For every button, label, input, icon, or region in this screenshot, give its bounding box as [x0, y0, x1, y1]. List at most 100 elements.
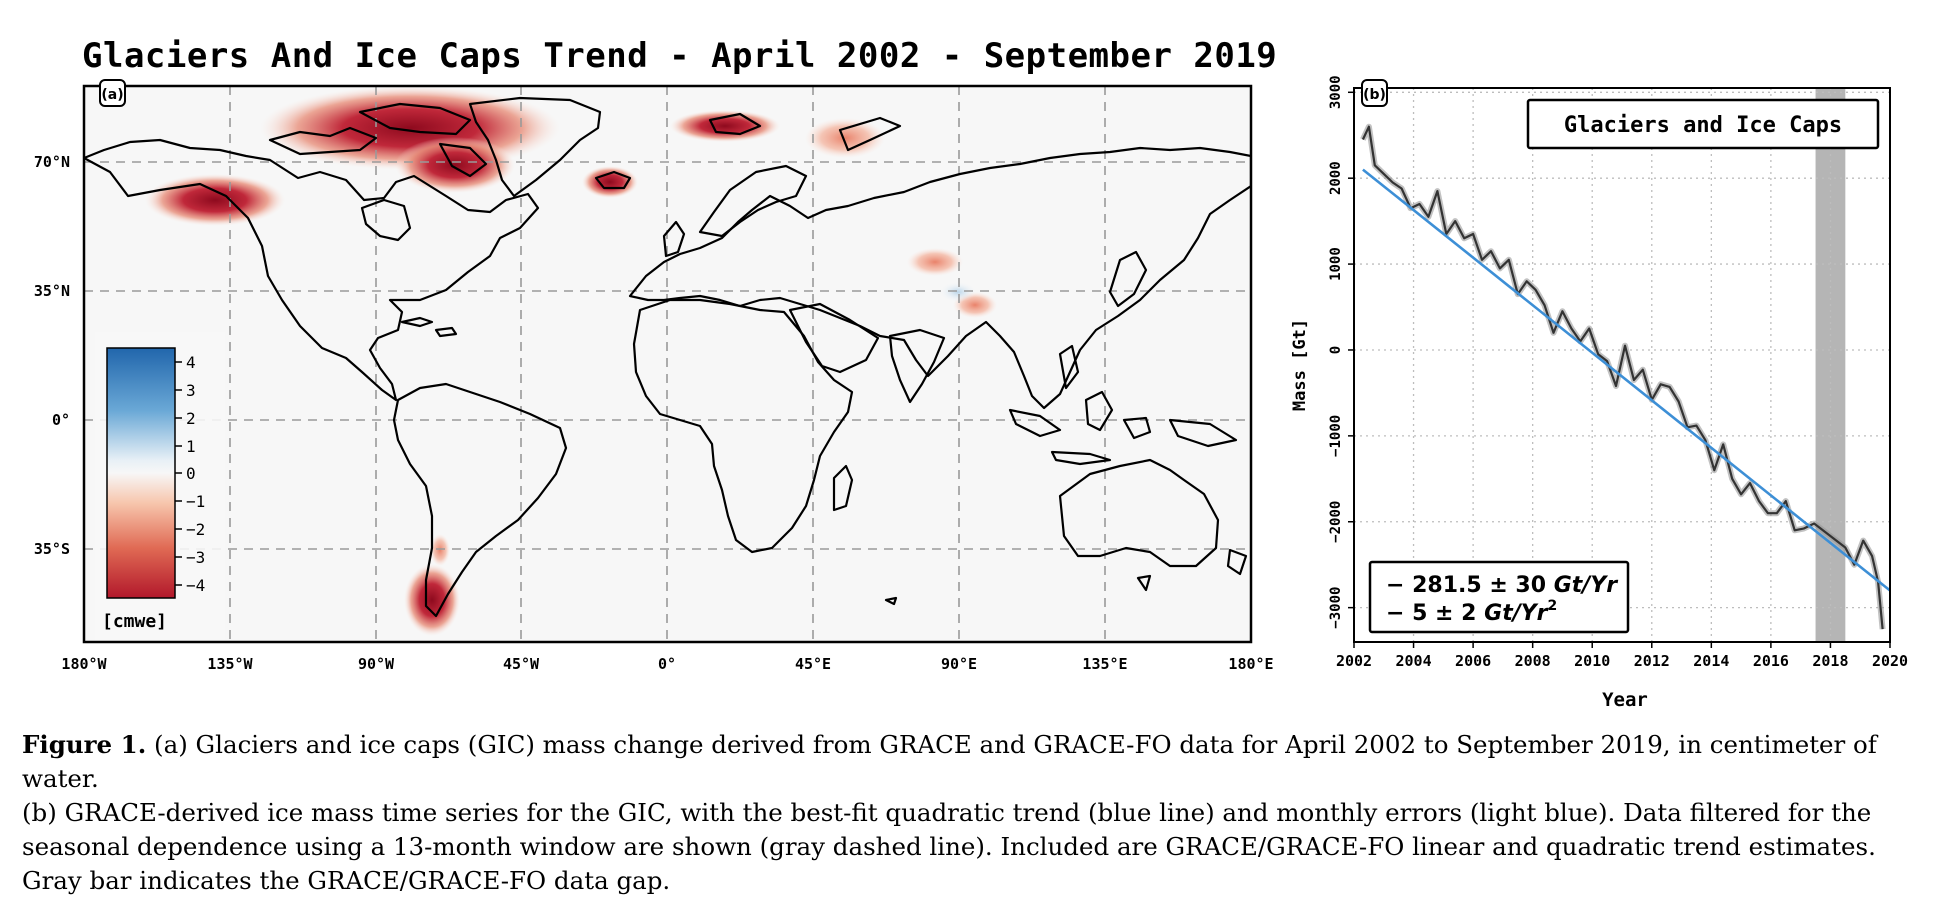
anomaly-field [145, 86, 997, 636]
coastlines [84, 96, 1251, 618]
coast-south-america [392, 382, 568, 618]
lon-label: 45°E [795, 655, 831, 673]
x-tick-label: 2020 [1872, 652, 1908, 670]
lon-labels: 180°W 135°W 90°W 45°W 0° 45°E 90°E 135°E… [61, 655, 1273, 673]
colorbar-tick-labels: 4 3 2 1 0 −1 −2 −3 −4 [186, 353, 205, 595]
lon-label: 135°W [207, 655, 253, 673]
x-axis-label: Year [1602, 689, 1648, 711]
map-title: Glaciers And Ice Caps Trend - April 2002… [82, 36, 1278, 76]
coast-africa [632, 298, 854, 554]
trend-linear-unit: Gt/Yr [1554, 573, 1619, 598]
colorbar-tick-label: 4 [186, 353, 196, 372]
x-tick-label: 2014 [1693, 652, 1729, 670]
coast-eurasia [628, 146, 1251, 410]
x-tick-label: 2008 [1515, 652, 1551, 670]
lat-label: 70°N [34, 153, 70, 171]
lat-label: 35°S [34, 540, 70, 558]
figure-caption: Figure 1. (a) Glaciers and ice caps (GIC… [22, 728, 1922, 898]
map-gridlines [84, 86, 1251, 642]
coast-arabia [788, 302, 880, 374]
colorbar: 4 3 2 1 0 −1 −2 −3 −4 [cmwe] [95, 332, 225, 640]
y-tick-label: 3000 [1328, 75, 1344, 109]
colorbar-tick-label: −4 [186, 576, 205, 595]
colorbar-gradient [106, 347, 176, 599]
lat-labels: 70°N 35°N 0° 35°S [34, 153, 70, 558]
anomaly-central-asia [907, 248, 963, 276]
plot-gridlines [1354, 88, 1890, 642]
trend-linear: − 281.5 ± 30 Gt/Yr [1386, 573, 1618, 598]
colorbar-tick-label: 0 [186, 464, 196, 483]
x-tick-label: 2016 [1753, 652, 1789, 670]
lon-label: 180°W [61, 655, 107, 673]
caption-label: Figure 1. [22, 730, 147, 759]
trend-line [1362, 168, 1891, 592]
colorbar-tick-label: 2 [186, 409, 196, 428]
colorbar-tick-label: −1 [186, 492, 205, 511]
y-tick-label: 0 [1328, 346, 1344, 354]
legend-label: Glaciers and Ice Caps [1564, 113, 1842, 138]
coast-greenland [468, 96, 602, 198]
anomaly-alaska [145, 174, 285, 226]
lon-label: 135°E [1082, 655, 1127, 673]
lon-label: 180°E [1228, 655, 1273, 673]
lon-label: 45°W [503, 655, 540, 673]
colorbar-unit: [cmwe] [102, 611, 167, 632]
legend-box [1526, 98, 1880, 150]
coast-british-isles [662, 220, 686, 258]
x-tick-label: 2004 [1395, 652, 1431, 670]
caption-text-a: (a) Glaciers and ice caps (GIC) mass cha… [22, 730, 1877, 793]
colorbar-tick-label: −2 [186, 520, 205, 539]
panel-b-label: (b) [1363, 87, 1386, 103]
anomaly-iceland [582, 166, 638, 198]
plot-frame [1353, 87, 1891, 643]
lon-label: 90°E [941, 655, 977, 673]
y-tick-label: −1000 [1328, 415, 1344, 457]
trend-quadratic-exponent: 2 [1548, 598, 1558, 614]
y-tick-label: −2000 [1328, 501, 1344, 543]
colorbar-ticks [175, 361, 182, 586]
y-axis-label: Mass [Gt] [1290, 319, 1310, 411]
coast-australia [1058, 458, 1220, 568]
map-frame [82, 84, 1253, 644]
caption-text-b: (b) GRACE-derived ice mass time series f… [22, 798, 1876, 895]
lon-label: 0° [658, 655, 676, 673]
anomaly-tibet-gain [940, 282, 976, 302]
anomaly-svalbard [670, 110, 780, 142]
panel-b-label-box [1361, 79, 1388, 107]
trend-quadratic-unit: Gt/Yr [1484, 601, 1549, 626]
colorbar-tick-label: 3 [186, 381, 196, 400]
series-group [1360, 123, 1891, 630]
x-tick-label: 2010 [1574, 652, 1610, 670]
coast-india [888, 328, 946, 404]
x-tick-label: 2012 [1634, 652, 1670, 670]
coast-arctic-islands [268, 126, 378, 156]
panel-a-label: (a) [101, 87, 123, 103]
y-tick-label: −3000 [1328, 587, 1344, 629]
lat-label: 0° [52, 411, 70, 429]
trend-box [1368, 560, 1630, 634]
timeseries-panel: 2002 2004 2006 2008 2010 2012 2014 2016 2018 2020… [1290, 75, 1908, 711]
trend-linear-value: − 281.5 ± 30 [1386, 573, 1546, 598]
colorbar-tick-label: −3 [186, 548, 205, 567]
coast-north-america [84, 138, 540, 402]
x-tick-label: 2018 [1812, 652, 1848, 670]
y-tick-label: 2000 [1328, 161, 1344, 195]
y-tick-label: 1000 [1328, 247, 1344, 281]
lon-label: 90°W [358, 655, 395, 673]
coast-hudson-bay [360, 198, 412, 242]
lat-label: 35°N [34, 282, 70, 300]
coast-scandinavia [698, 164, 808, 238]
anomaly-baffin [395, 137, 515, 193]
anomaly-novaya-zemlya [805, 118, 885, 158]
colorbar-tick-label: 1 [186, 437, 196, 456]
mass-series-line [1361, 125, 1884, 630]
panel-a-label-box [99, 79, 126, 107]
coast-madagascar [832, 464, 854, 512]
coast-japan [1108, 250, 1148, 308]
x-axis-ticks: 2002 2004 2006 2008 2010 2012 2014 2016 2018 2020 [1336, 642, 1908, 670]
figure-svg: (a) 70°N 35°N 0° 35°S 180°W 135°W 90°W 4… [34, 75, 1908, 711]
y-axis-ticks: 3000 2000 1000 0 −1000 −2000 −3000 [1328, 75, 1354, 629]
anomaly-patagonia [404, 564, 460, 636]
coast-iceland [594, 170, 632, 190]
trend-quadratic-value: − 5 ± 2 [1386, 601, 1476, 626]
